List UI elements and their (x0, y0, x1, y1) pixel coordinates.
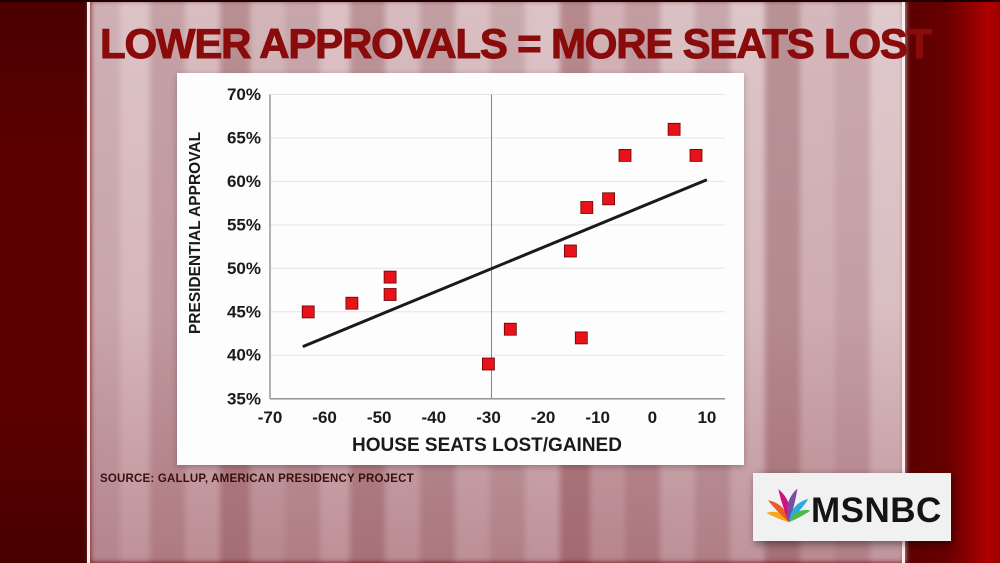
svg-text:-20: -20 (531, 408, 556, 427)
svg-text:35%: 35% (227, 389, 261, 408)
svg-text:-40: -40 (422, 408, 447, 427)
svg-text:65%: 65% (227, 129, 261, 148)
svg-text:-70: -70 (258, 408, 283, 427)
svg-text:70%: 70% (227, 85, 261, 104)
svg-text:MSNBC: MSNBC (811, 491, 942, 530)
svg-text:60%: 60% (227, 172, 261, 191)
svg-text:-10: -10 (585, 408, 610, 427)
svg-text:45%: 45% (227, 302, 261, 321)
svg-text:-30: -30 (476, 408, 501, 427)
svg-text:55%: 55% (227, 215, 261, 234)
svg-text:50%: 50% (227, 259, 261, 278)
svg-text:0: 0 (648, 408, 657, 427)
svg-text:-50: -50 (367, 408, 392, 427)
svg-text:PRESIDENTIAL APPROVAL: PRESIDENTIAL APPROVAL (187, 132, 204, 334)
svg-text:40%: 40% (227, 346, 261, 365)
svg-text:10: 10 (697, 408, 716, 427)
svg-text:HOUSE SEATS LOST/GAINED: HOUSE SEATS LOST/GAINED (352, 435, 622, 456)
svg-text:-60: -60 (312, 408, 337, 427)
